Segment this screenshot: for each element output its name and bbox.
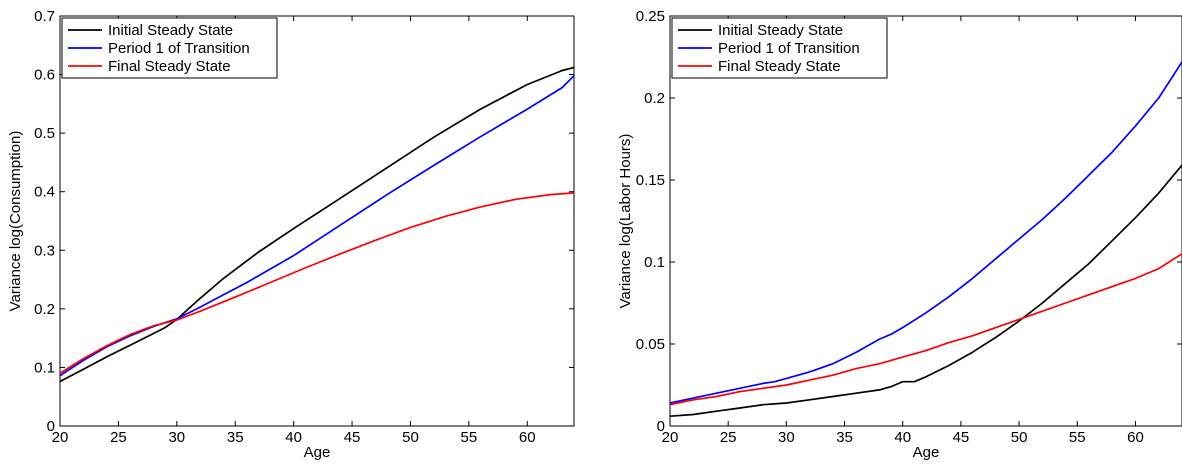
left-x-tick-label: 40 [285,429,302,446]
right-x-tick-label: 35 [836,429,853,446]
left-y-tick-label: 0.3 [34,242,55,259]
right-x-tick-label: 45 [953,429,970,446]
right-series-line-2 [670,61,1182,404]
left-x-tick-label: 30 [168,429,185,446]
left-y-tick-label: 0.6 [34,67,55,84]
right-x-tick-label: 60 [1127,429,1144,446]
left-y-tick-label: 0.5 [34,125,55,142]
left-series-line-2 [60,74,574,377]
right-legend-label-2: Period 1 of Transition [718,40,860,57]
left-y-tick-label: 0 [47,418,55,435]
right-series-line-3 [670,252,1182,406]
right-x-axis-label: Age [913,444,940,461]
left-y-tick-label: 0.7 [34,8,55,25]
left-x-tick-label: 60 [519,429,536,446]
left-y-tick-label: 0.4 [34,184,55,201]
left-x-tick-label: 35 [227,429,244,446]
right-x-tick-label: 40 [894,429,911,446]
left-y-axis-label: Variance log(Consumption) [7,131,24,312]
right-y-tick-label: 0.2 [644,90,665,107]
left-series-line-3 [60,192,574,375]
right-legend-label-3: Final Steady State [718,58,841,75]
left-chart: 20 25 30 35 40 45 50 55 60 0 0.1 0.2 0.3 0.4 0.5 0.6 0.7… [7,8,575,461]
right-y-tick-label: 0.25 [636,8,665,25]
right-series-line-1 [670,164,1182,418]
left-x-tick-label: 55 [461,429,478,446]
left-series-group [60,66,574,383]
right-x-tick-label: 50 [1011,429,1028,446]
right-y-tick-label: 0 [657,418,665,435]
left-legend-label-1: Initial Steady State [108,22,233,39]
right-y-tick-label: 0.05 [636,336,665,353]
right-y-tick-label: 0.1 [644,254,665,271]
left-legend-label-3: Final Steady State [108,58,231,75]
right-y-axis-label: Variance log(Labor Hours) [617,134,634,309]
left-y-tick-label: 0.2 [34,301,55,318]
right-x-tick-label: 25 [720,429,737,446]
left-x-tick-label: 25 [110,429,127,446]
right-legend-label-1: Initial Steady State [718,22,843,39]
left-x-tick-label: 50 [402,429,419,446]
right-x-tick-label: 30 [778,429,795,446]
left-x-tick-label: 20 [52,429,69,446]
right-x-tick-label: 55 [1069,429,1086,446]
left-x-axis-label: Age [304,444,331,461]
left-plot-frame [59,15,575,427]
right-x-tick-label: 20 [662,429,679,446]
left-y-tick-label: 0.1 [34,359,55,376]
right-chart: 20 25 30 35 40 45 50 55 60 0 0.05 0.1 0.15 0.2 0.25 Age… [617,8,1182,461]
left-x-tick-label: 45 [344,429,361,446]
right-y-tick-label: 0.15 [636,172,665,189]
left-series-line-1 [60,66,574,383]
right-series-group [670,61,1182,418]
right-plot-frame [669,15,1182,427]
left-legend-label-2: Period 1 of Transition [108,40,250,57]
